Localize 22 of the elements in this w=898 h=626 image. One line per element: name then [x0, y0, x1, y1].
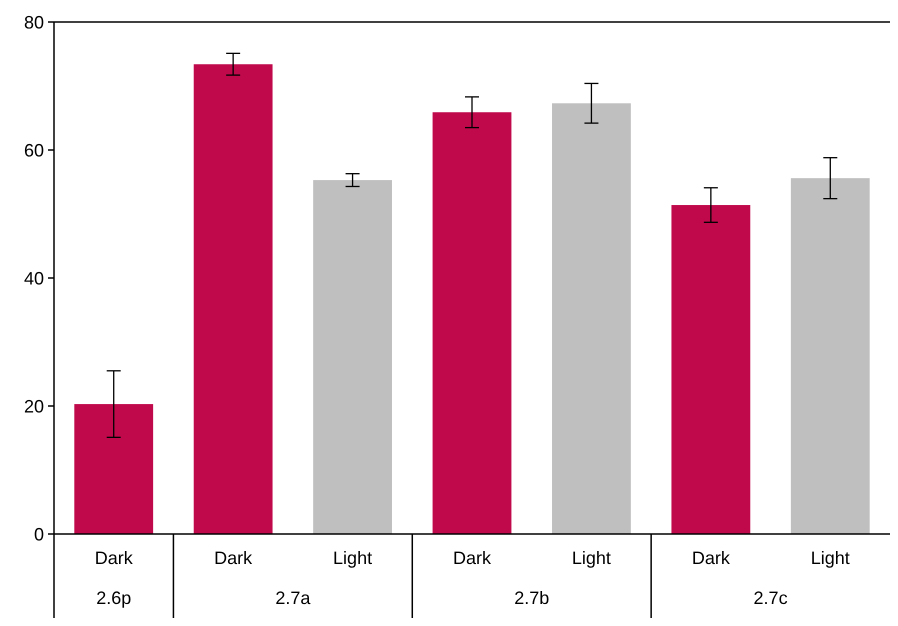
- x-tick-label: 2.6p: [96, 588, 132, 608]
- y-tick-label: 40: [24, 268, 44, 288]
- text: Dark: [214, 548, 252, 568]
- y-tick-label: 0: [34, 524, 44, 544]
- y-tick-label: 80: [24, 12, 44, 32]
- bar: [313, 180, 392, 534]
- bar: [194, 64, 273, 534]
- series-label: Light: [333, 548, 372, 568]
- bar: [552, 103, 631, 534]
- text: Light: [810, 548, 850, 568]
- x-tick-label: 2.7a: [275, 588, 312, 608]
- bar: [671, 205, 750, 534]
- text: Dark: [692, 548, 730, 568]
- text: Dark: [452, 548, 492, 568]
- y-tick-label: 60: [24, 140, 44, 160]
- x-tick-label: 2.7c: [754, 588, 788, 608]
- x-tick-label: 2.7b: [514, 588, 550, 608]
- bar: [432, 112, 512, 534]
- bar: [790, 178, 870, 534]
- y-tick-label: 20: [24, 396, 44, 416]
- series-label: Dark: [94, 548, 134, 568]
- text: Light: [572, 548, 611, 568]
